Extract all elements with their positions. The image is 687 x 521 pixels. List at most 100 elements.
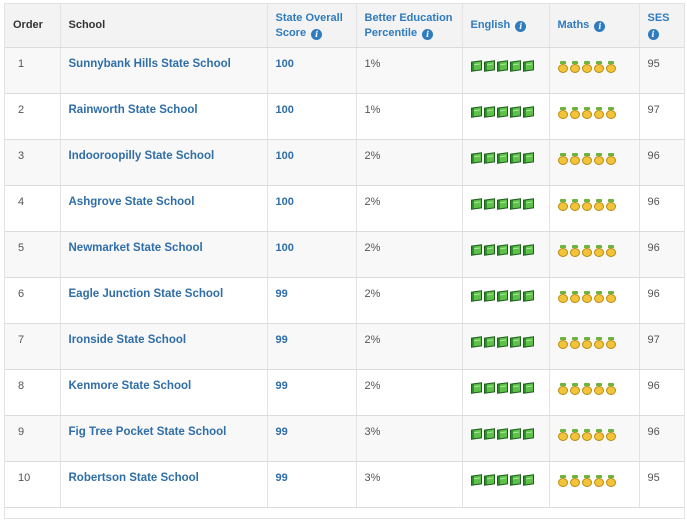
book-icon — [496, 428, 508, 440]
book-icon — [483, 336, 495, 348]
ses-cell: 96 — [639, 231, 684, 278]
book-icon — [483, 474, 495, 486]
info-icon[interactable]: i — [422, 28, 434, 40]
percentile-cell: 2% — [356, 185, 463, 232]
school-name-link[interactable]: Indooroopilly State School — [60, 139, 268, 186]
maths-rating — [557, 61, 616, 73]
book-icon — [483, 106, 495, 118]
school-name-link[interactable]: Fig Tree Pocket State School — [60, 415, 268, 462]
english-rating-cell — [462, 93, 550, 140]
state-overall-score: 100 — [267, 185, 357, 232]
book-icon — [470, 428, 482, 440]
english-rating — [470, 152, 534, 164]
medal-icon — [581, 383, 592, 395]
maths-rating — [557, 107, 616, 119]
medal-icon — [581, 61, 592, 73]
percentile-cell: 2% — [356, 369, 463, 416]
state-overall-score: 99 — [267, 415, 357, 462]
book-icon — [522, 428, 534, 440]
percentile-cell: 2% — [356, 231, 463, 278]
school-ranking-table-container: Order School State Overall Score i Bette… — [4, 3, 685, 519]
medal-icon — [593, 383, 604, 395]
school-name-link[interactable]: Kenmore State School — [60, 369, 268, 416]
school-name-link[interactable]: Rainworth State School — [60, 93, 268, 140]
medal-icon — [605, 245, 616, 257]
medal-icon — [581, 475, 592, 487]
medal-icon — [569, 337, 580, 349]
book-icon — [483, 198, 495, 210]
state-overall-score: 100 — [267, 139, 357, 186]
school-name-link[interactable]: Eagle Junction State School — [60, 277, 268, 324]
medal-icon — [581, 107, 592, 119]
maths-rating — [557, 153, 616, 165]
school-name-link[interactable]: Sunnybank Hills State School — [60, 47, 268, 94]
table-row: 7 Ironside State School 99 2% 97 — [5, 323, 684, 370]
info-icon[interactable]: i — [515, 21, 527, 32]
medal-icon — [593, 245, 604, 257]
english-rating-cell — [462, 415, 550, 462]
medal-icon — [593, 475, 604, 487]
book-icon — [496, 244, 508, 256]
table-header: Order School State Overall Score i Bette… — [5, 4, 684, 48]
medal-icon — [569, 245, 580, 257]
ses-cell: 97 — [639, 323, 684, 370]
medal-icon — [593, 429, 604, 441]
table-row: 10 Robertson State School 99 3% 95 — [5, 461, 684, 508]
medal-icon — [581, 153, 592, 165]
header-better-education-percentile[interactable]: Better Education Percentile i — [356, 4, 463, 48]
state-overall-score: 100 — [267, 47, 357, 94]
school-name-link[interactable]: Robertson State School — [60, 461, 268, 508]
book-icon — [522, 198, 534, 210]
book-icon — [496, 106, 508, 118]
book-icon — [522, 382, 534, 394]
book-icon — [470, 382, 482, 394]
school-ranking-table: Order School State Overall Score i Bette… — [5, 4, 684, 508]
percentile-cell: 2% — [356, 139, 463, 186]
header-english-label: English — [470, 19, 511, 31]
english-rating-cell — [462, 369, 550, 416]
state-overall-score: 100 — [267, 93, 357, 140]
book-icon — [509, 428, 521, 440]
order-cell: 1 — [5, 47, 61, 94]
medal-icon — [605, 107, 616, 119]
book-icon — [509, 474, 521, 486]
book-icon — [509, 106, 521, 118]
book-icon — [509, 152, 521, 164]
ses-cell: 96 — [639, 369, 684, 416]
table-row: 4 Ashgrove State School 100 2% 96 — [5, 185, 684, 232]
order-cell: 4 — [5, 185, 61, 232]
english-rating-cell — [462, 277, 550, 324]
medal-icon — [557, 337, 568, 349]
header-ses[interactable]: SES i — [639, 4, 684, 48]
table-row: 1 Sunnybank Hills State School 100 1% 95 — [5, 47, 684, 94]
maths-rating-cell — [549, 47, 640, 94]
header-english[interactable]: English i — [462, 4, 550, 48]
school-name-link[interactable]: Newmarket State School — [60, 231, 268, 278]
info-icon[interactable]: i — [311, 28, 323, 40]
book-icon — [509, 244, 521, 256]
header-maths-label: Maths — [557, 19, 590, 31]
table-row: 9 Fig Tree Pocket State School 99 3% 96 — [5, 415, 684, 462]
book-icon — [509, 336, 521, 348]
order-cell: 6 — [5, 277, 61, 324]
maths-rating-cell — [549, 231, 640, 278]
state-overall-score: 99 — [267, 369, 357, 416]
medal-icon — [569, 61, 580, 73]
maths-rating — [557, 199, 616, 211]
info-icon[interactable]: i — [647, 28, 659, 40]
english-rating — [470, 106, 534, 118]
percentile-cell: 3% — [356, 415, 463, 462]
header-maths[interactable]: Maths i — [549, 4, 640, 48]
info-icon[interactable]: i — [594, 21, 606, 32]
book-icon — [522, 290, 534, 302]
medal-icon — [557, 383, 568, 395]
book-icon — [509, 198, 521, 210]
medal-icon — [605, 429, 616, 441]
medal-icon — [593, 153, 604, 165]
medal-icon — [569, 153, 580, 165]
header-state-overall-score[interactable]: State Overall Score i — [267, 4, 357, 48]
maths-rating-cell — [549, 323, 640, 370]
school-name-link[interactable]: Ironside State School — [60, 323, 268, 370]
percentile-cell: 1% — [356, 93, 463, 140]
school-name-link[interactable]: Ashgrove State School — [60, 185, 268, 232]
